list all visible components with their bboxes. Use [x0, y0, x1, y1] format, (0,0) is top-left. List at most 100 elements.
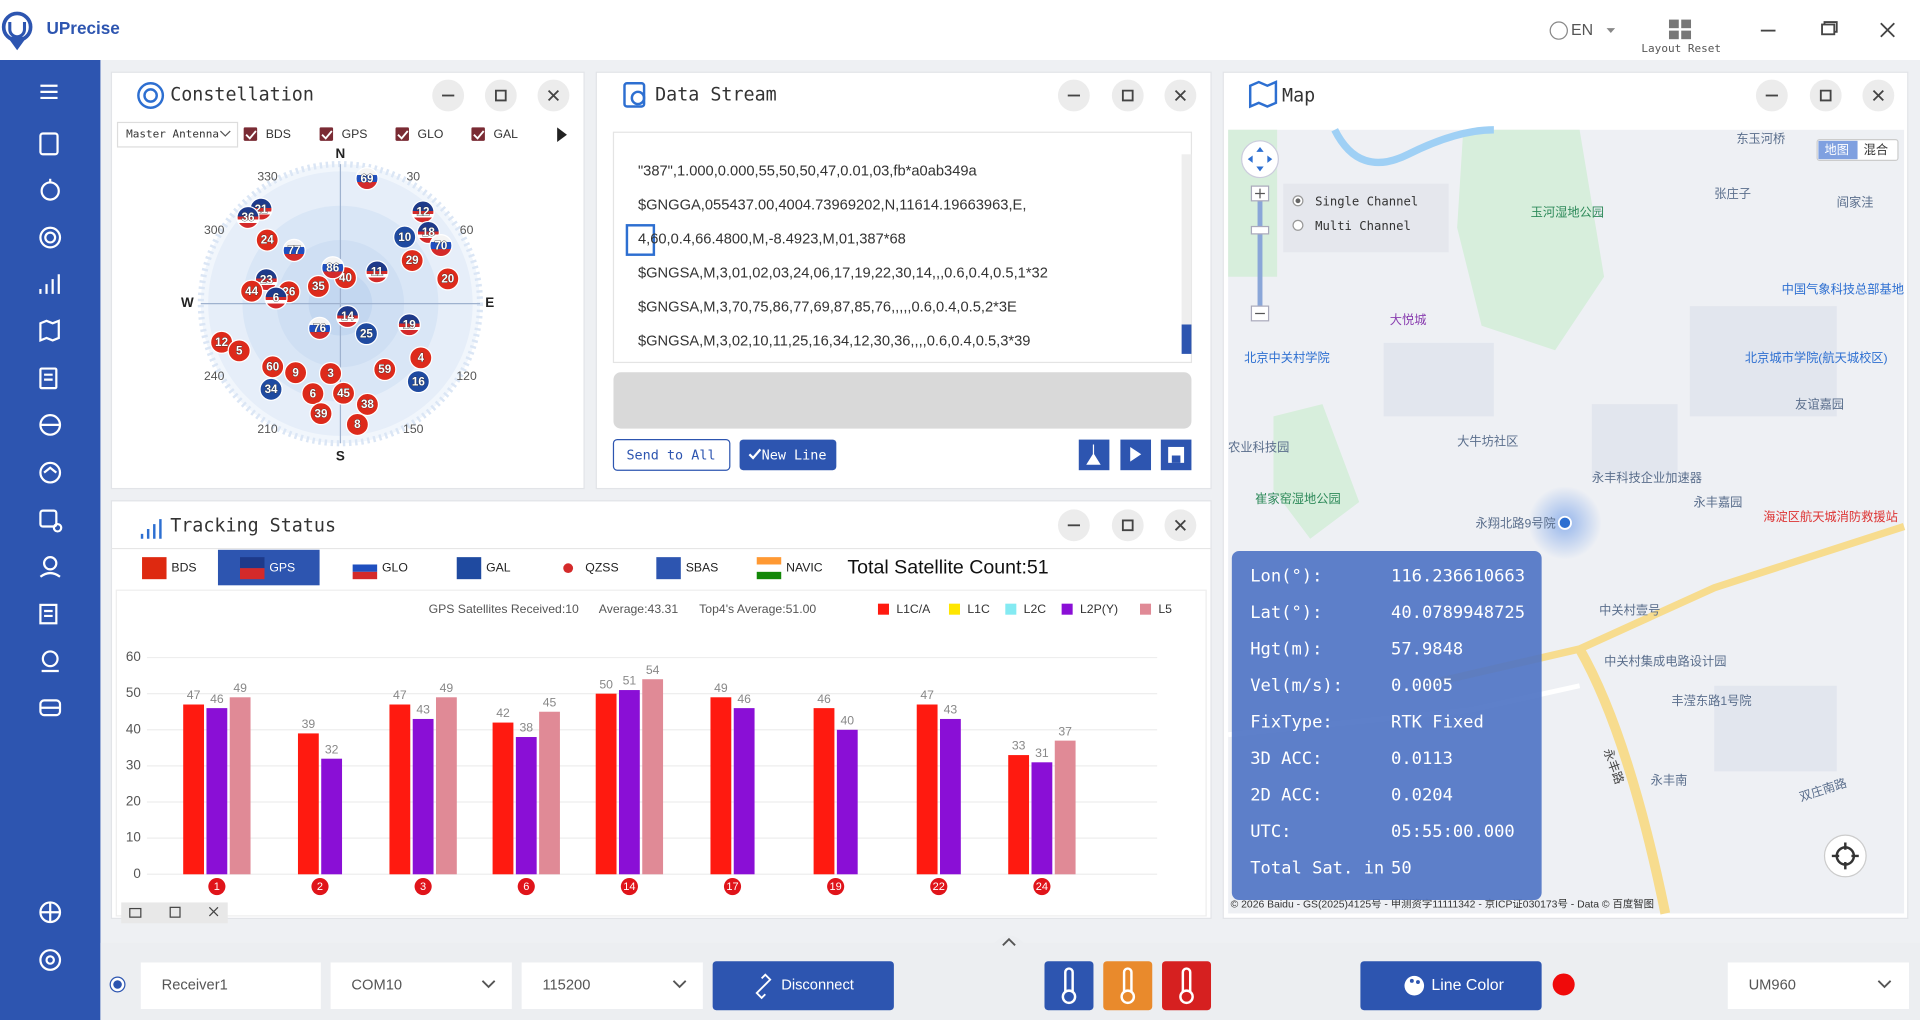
block-area[interactable]	[1383, 342, 1494, 417]
tab-flag[interactable]	[352, 564, 378, 572]
block-area[interactable]	[1689, 306, 1837, 417]
antenna[interactable]: Master Antenna	[126, 128, 219, 141]
tab-active[interactable]	[217, 549, 320, 586]
float-toolbar[interactable]	[169, 906, 181, 918]
receiver-field[interactable]	[140, 962, 321, 1009]
tool-button[interactable]	[1171, 455, 1181, 463]
language[interactable]: EN	[1571, 22, 1593, 39]
nav-icon[interactable]	[52, 522, 63, 533]
nav-icon[interactable]	[39, 319, 60, 343]
map-view[interactable]	[1295, 198, 1301, 204]
port[interactable]: COM10	[351, 978, 402, 994]
model-select[interactable]	[1727, 962, 1909, 1009]
tab-flag[interactable]	[756, 557, 782, 565]
panel-button-icon[interactable]	[1121, 89, 1134, 102]
check-icon[interactable]	[397, 130, 409, 140]
receiver[interactable]: Receiver1	[162, 978, 228, 994]
baud-select[interactable]	[521, 962, 703, 1009]
nav-icon[interactable]	[39, 949, 62, 971]
tool-button[interactable]	[1130, 446, 1142, 462]
baud[interactable]: 115200	[542, 978, 590, 994]
check-icon[interactable]	[245, 130, 257, 140]
temperature-button[interactable]	[1064, 967, 1074, 992]
panel-button-icon[interactable]	[1121, 519, 1134, 532]
port-select[interactable]	[330, 962, 512, 1009]
nav-icon[interactable]	[39, 509, 58, 528]
system-label[interactable]: GAL	[493, 127, 518, 141]
map-view[interactable]: Single Channel Multi Channel 地图 混合 玉河湿地公…	[1227, 126, 1906, 915]
tab-flag[interactable]	[352, 557, 378, 565]
tab-flag[interactable]	[656, 557, 681, 580]
temperature-button[interactable]	[1061, 989, 1077, 1005]
tab-flag[interactable]	[142, 557, 167, 580]
temperature-button[interactable]	[1179, 989, 1194, 1005]
menu-icon[interactable]	[40, 84, 58, 100]
panel-button[interactable]	[1809, 79, 1842, 112]
system-label[interactable]: GPS	[342, 127, 368, 141]
panel-button[interactable]	[1111, 509, 1144, 542]
road[interactable]	[1575, 646, 1671, 915]
nav-icon[interactable]	[44, 373, 53, 381]
tab-label[interactable]: NAVIC	[786, 560, 823, 574]
river[interactable]	[1331, 126, 1494, 167]
float-toolbar[interactable]	[208, 906, 219, 917]
panel-button-icon[interactable]	[1872, 89, 1884, 102]
panel-button-icon[interactable]	[1174, 519, 1186, 531]
disconnect[interactable]: Disconnect	[781, 978, 854, 994]
nav-icon[interactable]	[45, 955, 55, 965]
map-view[interactable]	[1292, 219, 1304, 231]
check-icon[interactable]	[473, 130, 485, 140]
map-view[interactable]	[1250, 225, 1270, 235]
nav-icon[interactable]	[39, 132, 59, 156]
float-toolbar[interactable]	[129, 907, 142, 918]
line-color[interactable]: Line Color	[1431, 977, 1504, 994]
nav-icon[interactable]	[41, 650, 59, 668]
nav-icon[interactable]	[39, 226, 62, 249]
system-label[interactable]: GLO	[418, 127, 444, 141]
nav-icon[interactable]	[39, 461, 62, 484]
temperature-button[interactable]	[1120, 989, 1136, 1005]
tab-flag[interactable]	[756, 571, 782, 580]
nav-icon[interactable]	[39, 367, 58, 390]
nav-icon[interactable]	[44, 609, 53, 618]
tab-flag[interactable]	[240, 557, 265, 569]
system-checkbox[interactable]	[319, 127, 334, 141]
panel-button-icon[interactable]	[547, 89, 560, 102]
antenna-select[interactable]	[116, 121, 239, 148]
new-line[interactable]: New Line	[762, 449, 827, 464]
tab-flag[interactable]	[240, 568, 265, 580]
window-controls[interactable]	[1821, 23, 1836, 36]
temperature-button[interactable]	[1122, 967, 1133, 992]
input-box[interactable]	[613, 372, 1192, 429]
panel-button[interactable]	[484, 79, 517, 112]
nav-icon[interactable]	[39, 571, 61, 578]
panel-button[interactable]	[432, 79, 1895, 542]
map-view[interactable]	[1831, 842, 1859, 870]
send-all[interactable]: Send to All	[626, 449, 715, 464]
system-checkbox[interactable]	[471, 127, 485, 141]
tab-flag[interactable]	[352, 571, 378, 580]
window-controls[interactable]	[1760, 21, 1895, 38]
tab-label[interactable]: GAL	[486, 560, 511, 574]
tab-flag[interactable]	[456, 557, 482, 580]
panel-button-icon[interactable]	[1819, 89, 1832, 102]
temperature-button[interactable]	[1044, 961, 1094, 1011]
tab-label[interactable]: BDS	[171, 560, 196, 574]
locate-button[interactable]	[1823, 834, 1867, 878]
system-label[interactable]: BDS	[266, 127, 291, 141]
send-all-button[interactable]	[612, 438, 731, 471]
check-icon[interactable]	[321, 130, 333, 140]
nav-icon[interactable]	[40, 902, 60, 923]
channel-mode[interactable]: Single Channel	[1315, 195, 1418, 209]
temperature-button[interactable]	[1103, 961, 1153, 1011]
pan-control[interactable]	[1241, 140, 1279, 179]
layout-reset[interactable]: Layout Reset	[1641, 42, 1721, 55]
tab-label[interactable]: GPS	[269, 560, 295, 574]
park-area[interactable]	[1457, 129, 1605, 351]
park-area[interactable]	[1273, 404, 1360, 539]
park-area[interactable]	[1228, 129, 1605, 539]
tab-flag[interactable]	[563, 563, 574, 574]
zoom-slider[interactable]	[1257, 193, 1263, 314]
layer[interactable]: 地图	[1824, 143, 1848, 157]
tool-button[interactable]	[1086, 444, 1101, 465]
